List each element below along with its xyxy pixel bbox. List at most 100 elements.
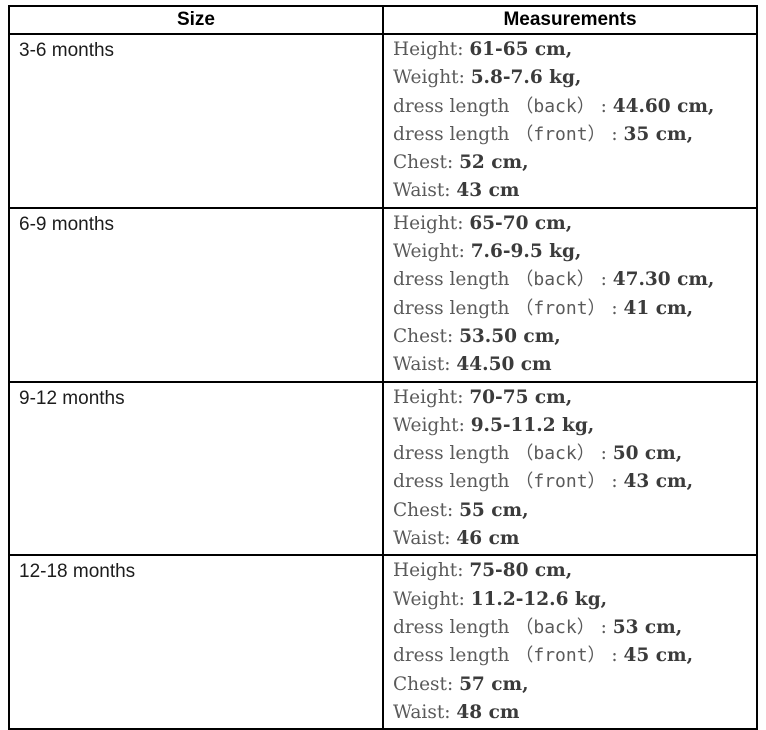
measurement-label: Waist: (393, 528, 457, 550)
measurement-line: dress length （back） : 44.60 cm, (393, 93, 750, 121)
column-header-measurements: Measurements (382, 5, 758, 35)
measurement-value: 45 cm, (623, 645, 694, 667)
measurement-paren: （back） (515, 616, 595, 638)
measurement-label: Height: (393, 386, 470, 408)
measurement-line: dress length （back） : 47.30 cm, (393, 266, 750, 294)
measurement-value: 55 cm, (459, 499, 529, 521)
measurement-line: Chest: 53.50 cm, (393, 323, 750, 351)
measurements-cell: Height: 65-70 cm, Weight: 7.6-9.5 kg, dr… (382, 206, 758, 383)
size-chart-table: Size Measurements 3-6 months Height: 61-… (8, 5, 758, 730)
measurement-paren: （back） (515, 95, 595, 117)
measurement-line: Waist: 46 cm (393, 525, 750, 553)
measurement-value: 61-65 cm, (469, 39, 573, 60)
measurement-label: dress length (393, 443, 516, 465)
table-row: 6-9 months Height: 65-70 cm, Weight: 7.6… (8, 206, 758, 383)
column-header-size: Size (8, 5, 384, 35)
measurement-value: 70-75 cm, (469, 386, 573, 408)
measurement-value: 50 cm, (612, 443, 683, 465)
measurement-label: Waist: (393, 354, 457, 376)
measurement-separator: : (605, 297, 624, 319)
measurement-label: Waist: (393, 180, 457, 202)
measurement-value: 35 cm, (623, 123, 694, 145)
measurement-paren: （front） (515, 297, 606, 319)
measurement-paren: （back） (515, 269, 595, 291)
measurement-value: 43 cm, (623, 471, 694, 493)
measurement-label: dress length (393, 297, 516, 319)
measurement-separator: : (594, 269, 613, 291)
measurement-value: 43 cm (456, 180, 520, 202)
size-cell: 3-6 months (8, 33, 384, 209)
measurement-value: 44.50 cm (456, 354, 552, 376)
measurement-label: dress length (393, 471, 516, 493)
measurement-line: dress length （front） : 41 cm, (393, 295, 750, 323)
measurement-separator: : (605, 471, 624, 493)
measurement-line: dress length （front） : 43 cm, (393, 468, 750, 496)
measurement-paren: （front） (515, 471, 606, 493)
measurement-separator: : (594, 616, 613, 638)
measurement-label: dress length (393, 616, 516, 638)
measurement-value: 11.2-12.6 kg, (470, 588, 608, 610)
measurement-line: Height: 70-75 cm, (393, 384, 750, 412)
measurement-separator: : (605, 123, 624, 145)
measurement-label: dress length (393, 95, 516, 117)
measurement-label: dress length (393, 645, 516, 667)
measurement-paren: （front） (515, 645, 606, 667)
measurement-paren: （back） (515, 443, 595, 465)
measurement-line: Weight: 7.6-9.5 kg, (393, 238, 750, 266)
measurement-label: Weight: (393, 241, 471, 263)
table-row: 3-6 months Height: 61-65 cm, Weight: 5.8… (8, 33, 758, 209)
measurement-paren: （front） (515, 123, 606, 145)
measurement-line: Waist: 48 cm (393, 699, 750, 727)
measurement-label: Waist: (393, 701, 457, 723)
measurement-label: Height: (393, 560, 470, 582)
measurement-value: 53.50 cm, (459, 325, 561, 347)
measurement-line: Weight: 11.2-12.6 kg, (393, 586, 750, 614)
measurement-value: 7.6-9.5 kg, (470, 241, 582, 263)
measurements-cell: Height: 70-75 cm, Weight: 9.5-11.2 kg, d… (382, 380, 758, 557)
measurement-line: dress length （back） : 53 cm, (393, 614, 750, 642)
measurement-line: dress length （front） : 45 cm, (393, 642, 750, 670)
measurement-value: 57 cm, (459, 673, 529, 695)
measurement-value: 52 cm, (459, 152, 529, 174)
measurement-label: Weight: (393, 588, 471, 610)
measurement-line: Waist: 44.50 cm (393, 351, 750, 379)
measurement-separator: : (605, 645, 624, 667)
measurement-line: Chest: 52 cm, (393, 149, 750, 177)
measurement-line: Waist: 43 cm (393, 177, 750, 205)
size-cell: 6-9 months (8, 206, 384, 383)
measurement-value: 53 cm, (612, 616, 683, 638)
table-row: 12-18 months Height: 75-80 cm, Weight: 1… (8, 554, 758, 730)
measurement-value: 65-70 cm, (469, 212, 573, 234)
measurement-label: Chest: (393, 673, 460, 695)
measurement-label: Height: (393, 39, 470, 60)
measurement-label: Chest: (393, 499, 460, 521)
measurement-line: dress length （front） : 35 cm, (393, 121, 750, 149)
measurement-line: dress length （back） : 50 cm, (393, 440, 750, 468)
measurement-label: Height: (393, 212, 470, 234)
measurement-line: Chest: 55 cm, (393, 497, 750, 525)
measurement-value: 48 cm (456, 701, 520, 723)
measurement-label: dress length (393, 269, 516, 291)
measurement-line: Weight: 9.5-11.2 kg, (393, 412, 750, 440)
measurement-value: 9.5-11.2 kg, (470, 414, 595, 436)
measurement-value: 47.30 cm, (612, 269, 715, 291)
measurement-value: 41 cm, (623, 297, 694, 319)
size-cell: 12-18 months (8, 554, 384, 730)
measurement-value: 5.8-7.6 kg, (470, 67, 582, 89)
measurement-value: 46 cm (456, 528, 520, 550)
measurement-label: Weight: (393, 67, 471, 89)
measurements-cell: Height: 75-80 cm, Weight: 11.2-12.6 kg, … (382, 554, 758, 730)
measurement-label: Weight: (393, 414, 471, 436)
measurement-line: Height: 65-70 cm, (393, 210, 750, 238)
measurement-value: 44.60 cm, (612, 95, 715, 117)
measurement-separator: : (594, 443, 613, 465)
measurement-value: 75-80 cm, (469, 560, 573, 582)
measurement-separator: : (594, 95, 613, 117)
measurements-cell: Height: 61-65 cm, Weight: 5.8-7.6 kg, dr… (382, 33, 758, 209)
table-header: Size Measurements (8, 5, 758, 35)
measurement-line: Height: 61-65 cm, (393, 36, 750, 64)
measurement-label: Chest: (393, 152, 460, 174)
measurement-line: Height: 75-80 cm, (393, 557, 750, 585)
table-body: 3-6 months Height: 61-65 cm, Weight: 5.8… (8, 33, 758, 730)
